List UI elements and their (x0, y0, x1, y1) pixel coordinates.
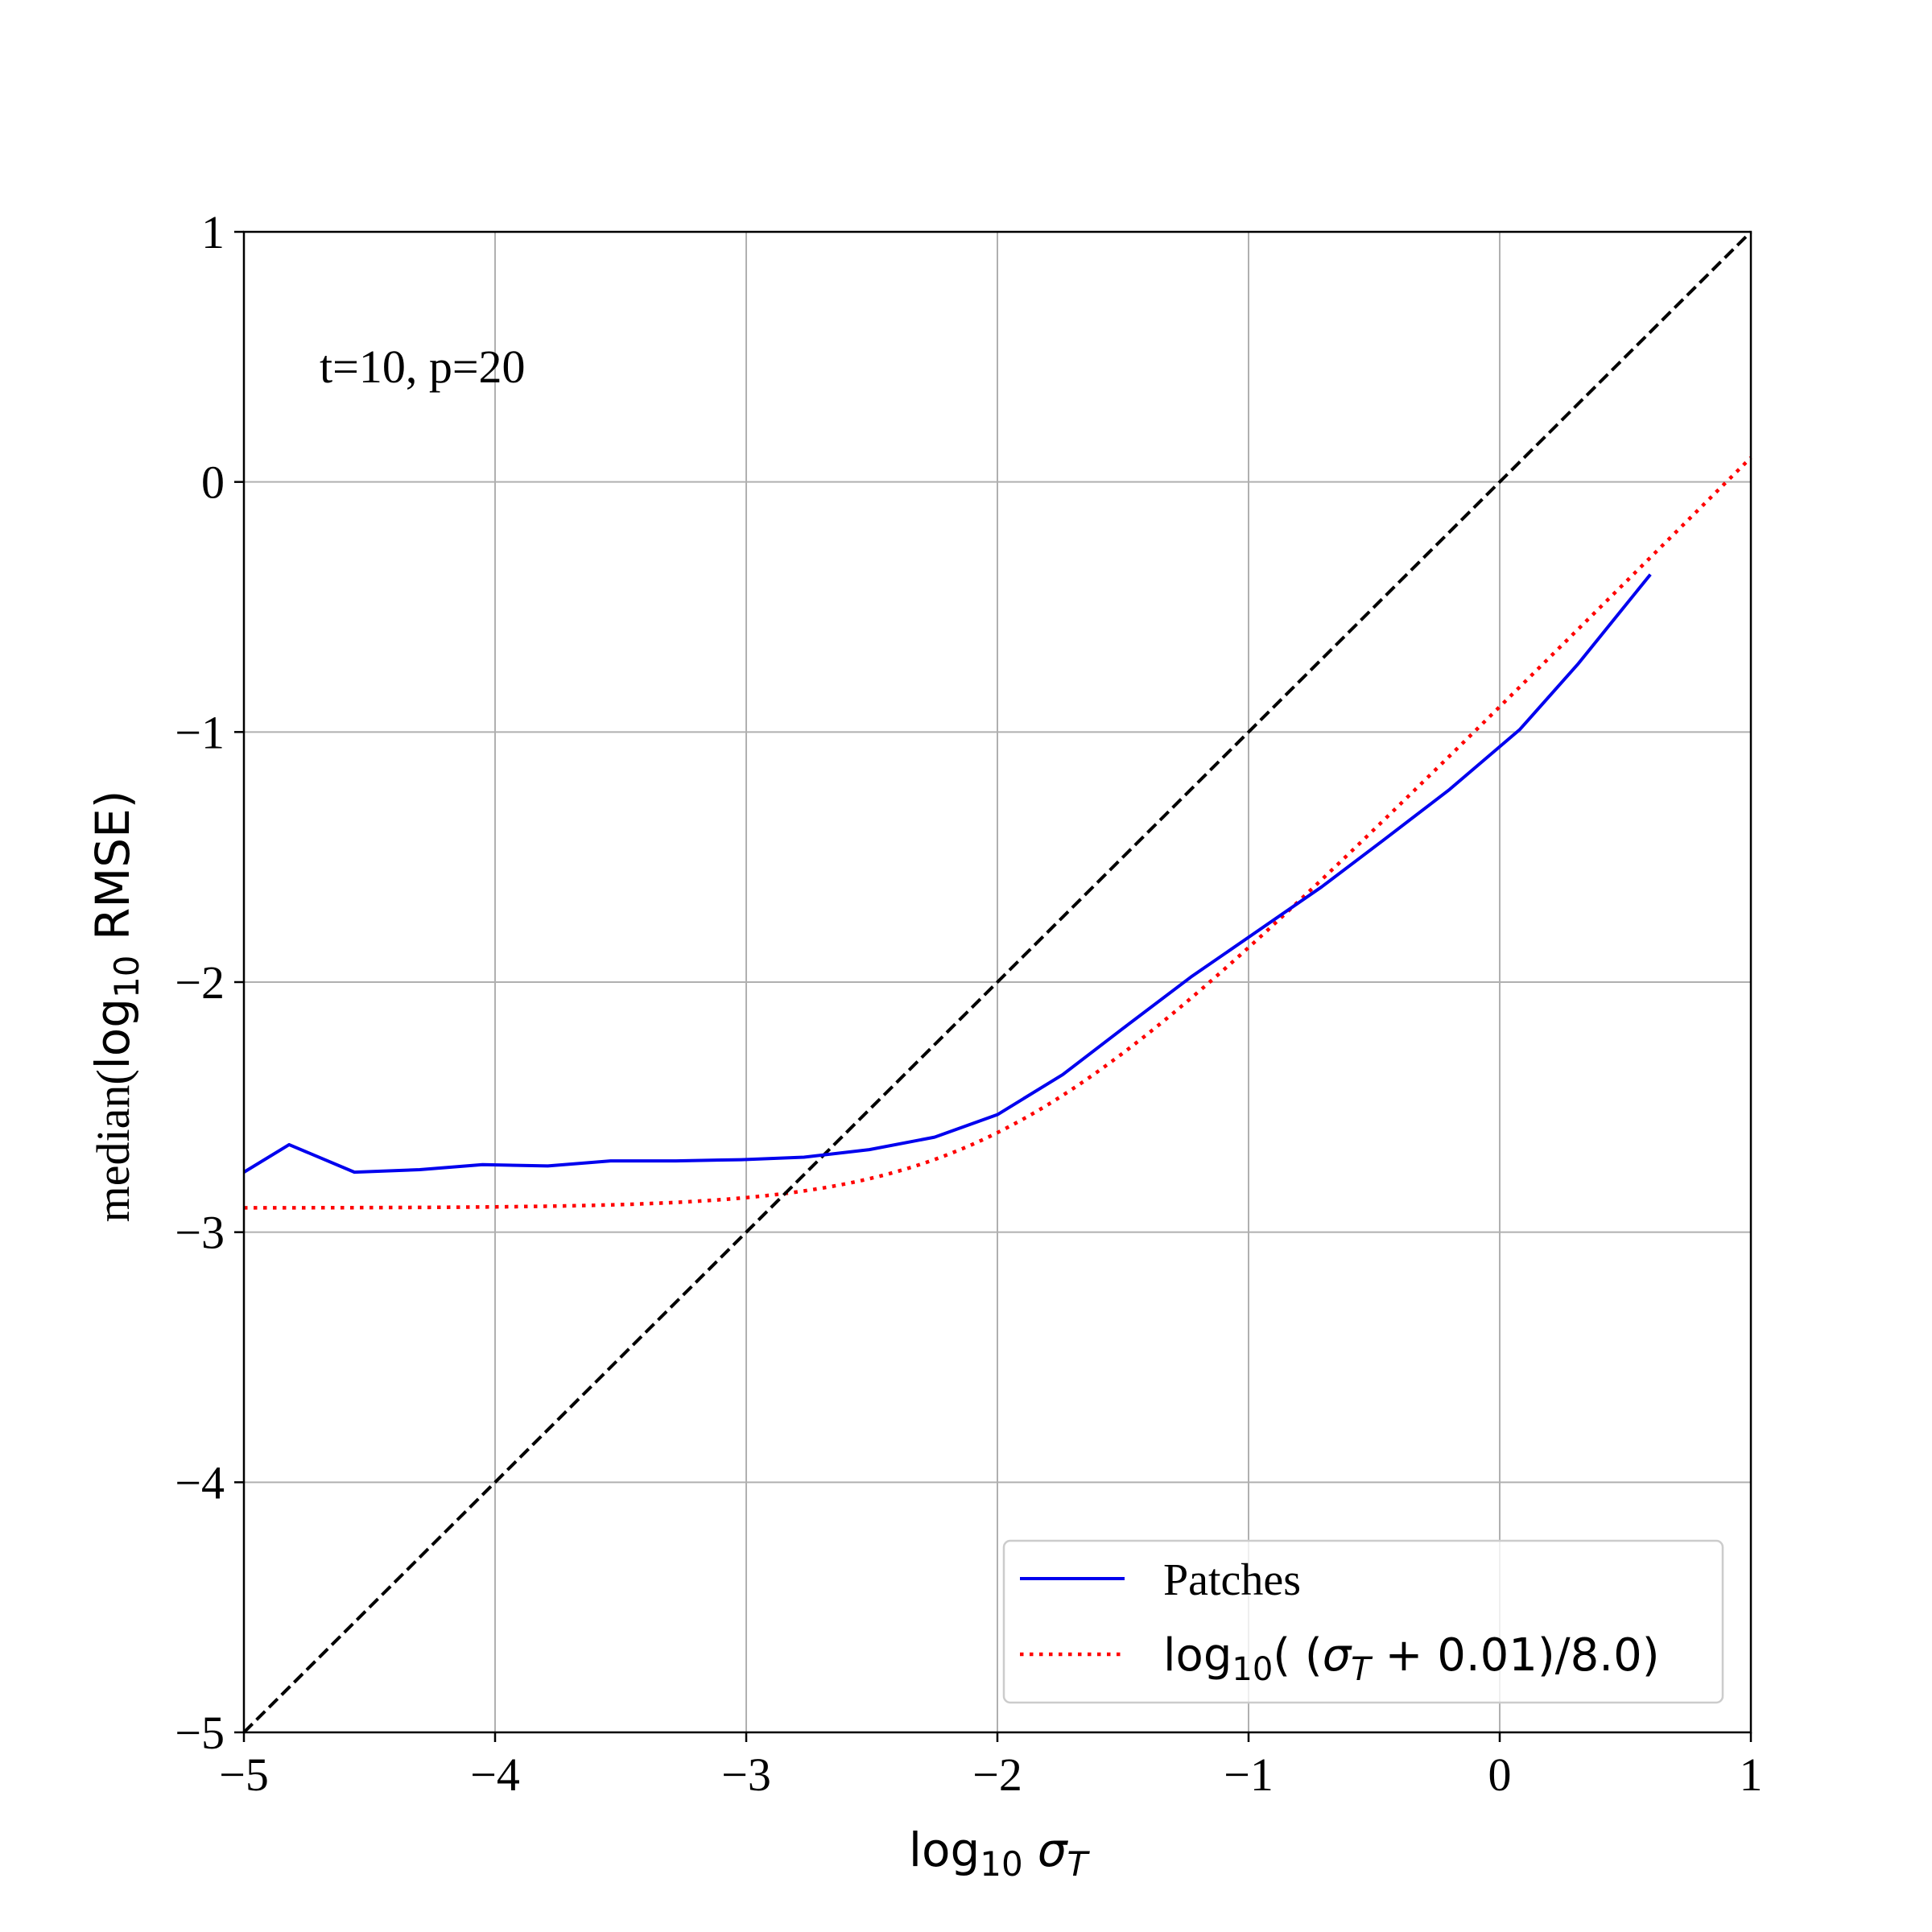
annotation-text: t=10, p=20 (320, 341, 526, 393)
y-tick-label: −1 (175, 706, 225, 758)
legend-fit-sigma: σ (1323, 1629, 1352, 1682)
legend-fit-sigma-sub: T (1351, 1651, 1373, 1688)
x-tick-label: −4 (470, 1748, 520, 1801)
x-tick-label: −3 (721, 1748, 771, 1801)
y-tick-label: −2 (175, 956, 225, 1009)
y-axis-label-sub: 10 (107, 955, 147, 997)
legend: Patches log10( (σT + 0.01)/8.0) (1002, 1539, 1724, 1704)
x-axis-label-sigma: σ (1038, 1823, 1069, 1877)
x-tick-label: 0 (1488, 1748, 1512, 1801)
y-axis-label-log: log (85, 998, 140, 1069)
legend-label-fit: log10( (σT + 0.01)/8.0) (1163, 1629, 1660, 1688)
series-layer (242, 230, 1752, 1734)
x-axis-label-sigma-sub: T (1067, 1844, 1090, 1884)
x-tick-label: −2 (972, 1748, 1022, 1801)
series-line-identity (242, 230, 1752, 1734)
legend-label-patches: Patches (1163, 1555, 1301, 1605)
x-tick-label: −5 (219, 1748, 269, 1801)
x-axis-label-log: log (909, 1823, 980, 1877)
x-axis-label: log10 σT (909, 1823, 1091, 1884)
ticks: −5 −4 −3 −2 −1 0 1 −5 −4 −3 −2 −1 0 1 (175, 206, 1762, 1801)
y-tick-label: 1 (201, 206, 225, 258)
y-tick-label: −4 (175, 1456, 225, 1509)
x-axis-label-sub: 10 (980, 1844, 1022, 1884)
series-line-patches (242, 573, 1652, 1174)
legend-fit-rest: + 0.01)/8.0) (1371, 1629, 1660, 1682)
legend-box (1002, 1539, 1724, 1704)
y-tick-label: −5 (175, 1707, 225, 1759)
y-axis-label-prefix: median( (87, 1069, 139, 1222)
y-tick-label: −3 (175, 1207, 225, 1259)
legend-fit-open: ( ( (1273, 1629, 1323, 1682)
y-tick-label: 0 (201, 456, 225, 509)
legend-fit-log: log (1163, 1629, 1232, 1682)
series-line-fit (243, 456, 1752, 1210)
y-axis-label: median(log10 RMSE) (85, 791, 147, 1223)
legend-fit-sub: 10 (1232, 1651, 1273, 1688)
x-tick-label: 1 (1740, 1748, 1763, 1801)
y-axis-label-rest: RMSE) (85, 791, 140, 956)
x-tick-label: −1 (1224, 1748, 1274, 1801)
